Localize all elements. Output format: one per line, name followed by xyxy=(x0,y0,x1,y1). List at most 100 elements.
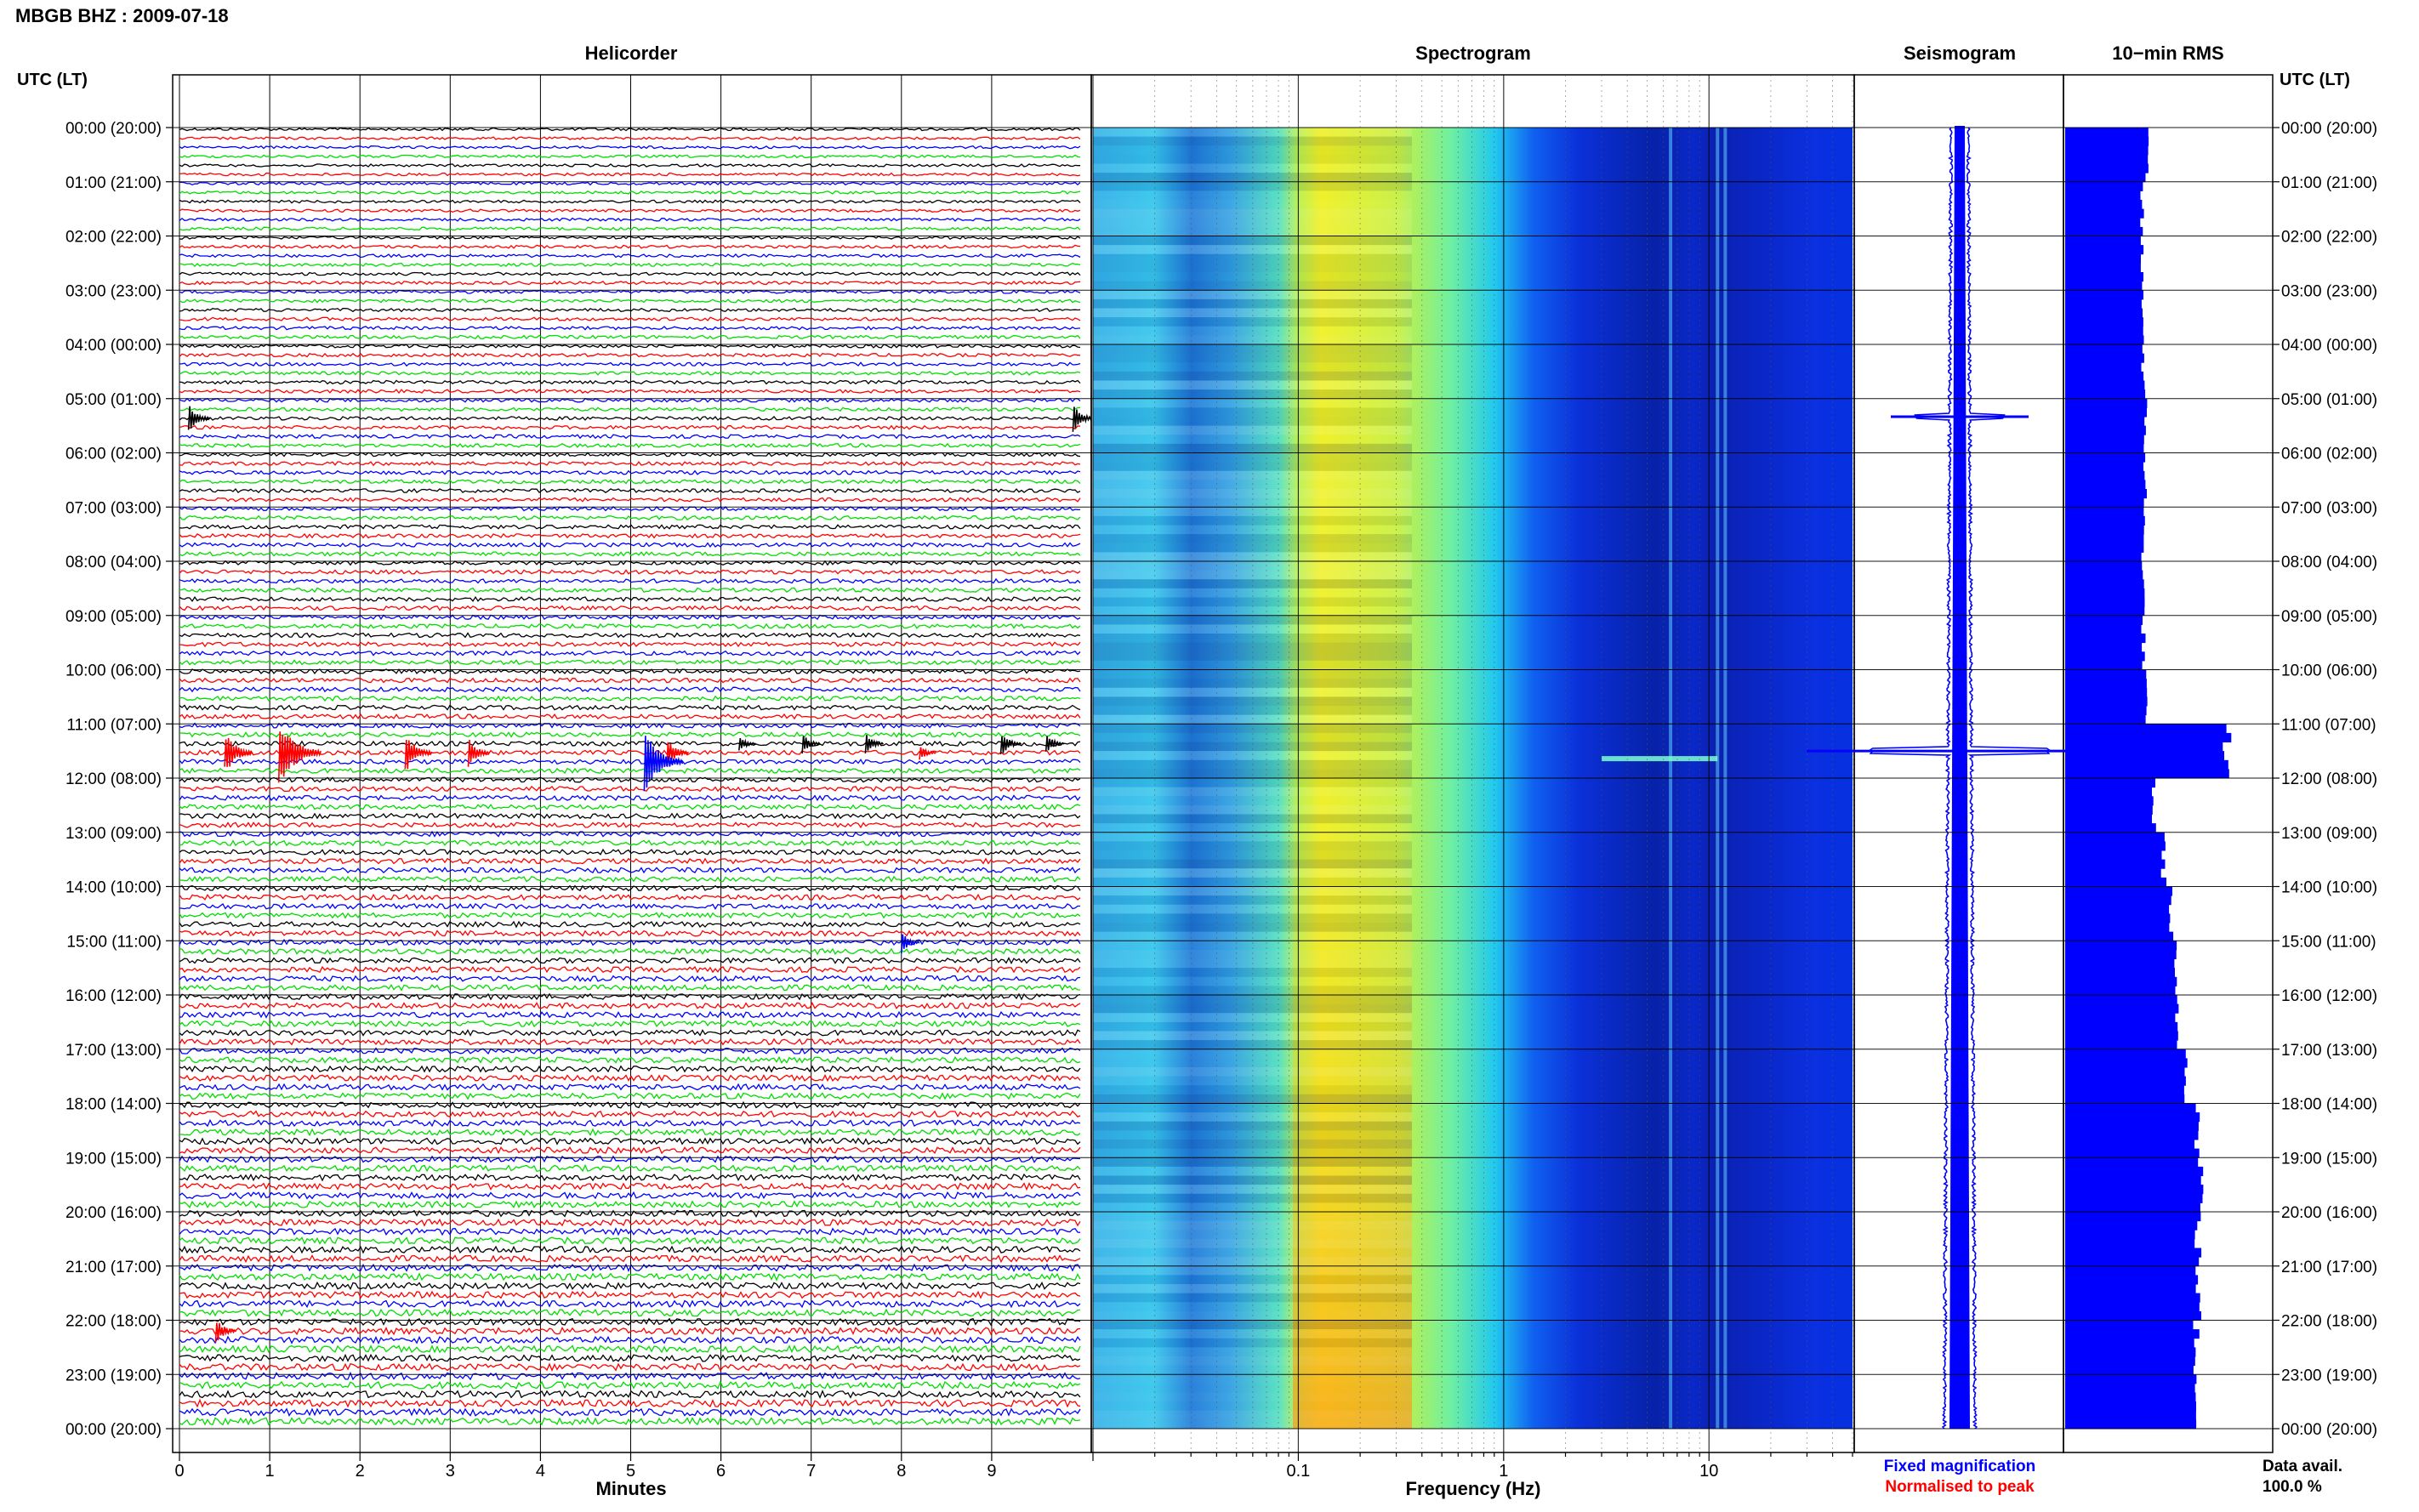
rms-bar xyxy=(2065,1185,2204,1195)
right-time-label: 22:00 (18:00) xyxy=(2281,1313,2377,1331)
helicorder-trace-row xyxy=(179,569,1081,575)
spectrogram-row-band xyxy=(1093,832,1413,842)
helicorder-trace-row xyxy=(179,785,1081,793)
helicorder-trace-row xyxy=(179,1182,1081,1191)
rms-bar xyxy=(2065,814,2152,824)
helicorder-trace-row xyxy=(179,434,1081,440)
helicorder-trace-row xyxy=(179,1002,1081,1010)
helicorder-trace-row xyxy=(179,469,1081,475)
rms-bar xyxy=(2065,1401,2196,1412)
rms-bar xyxy=(2065,724,2227,734)
helicorder-trace-row xyxy=(179,1353,1081,1363)
rms-bar xyxy=(2065,1140,2194,1150)
rms-bar xyxy=(2065,1257,2200,1267)
helicorder-x-label: Minutes xyxy=(595,1478,666,1499)
rms-bar xyxy=(2065,525,2144,535)
helicorder-event xyxy=(224,737,253,767)
left-time-label: 01:00 (21:00) xyxy=(65,174,162,192)
spectrogram-row-band xyxy=(1093,1284,1413,1293)
rms-bar xyxy=(2065,1329,2200,1339)
spectrogram-row-band xyxy=(1093,941,1413,950)
spectrogram-row-band xyxy=(1093,1049,1413,1059)
helicorder-trace-row xyxy=(179,839,1081,847)
rms-bar xyxy=(2065,1284,2196,1294)
rms-bar xyxy=(2065,272,2143,282)
rms-bar xyxy=(2065,317,2143,327)
rms-bar xyxy=(2065,850,2162,861)
rms-bar xyxy=(2065,154,2149,165)
helicorder-trace-row xyxy=(179,361,1081,367)
spectrogram-row-band xyxy=(1093,579,1413,588)
rms-bar xyxy=(2065,624,2142,634)
spectrogram-row-band xyxy=(1093,1103,1413,1113)
helicorder-trace-row xyxy=(179,316,1081,321)
helicorder-trace-row xyxy=(179,704,1081,711)
spectrogram-row-band xyxy=(1093,787,1413,797)
rms-bar xyxy=(2065,245,2144,255)
spectrogram-row-band xyxy=(1093,732,1413,742)
left-time-label: 19:00 (15:00) xyxy=(65,1150,162,1168)
helicorder-trace-row xyxy=(179,1218,1081,1227)
rms-bars xyxy=(2065,128,2232,1430)
right-axis-label: UTC (LT) xyxy=(2280,71,2350,89)
rms-bar xyxy=(2065,778,2155,788)
helicorder-tick-label: 1 xyxy=(265,1462,275,1481)
helicorder-trace-row xyxy=(179,199,1081,204)
spectrogram-row-band xyxy=(1093,200,1413,209)
helicorder-trace-row xyxy=(179,812,1081,820)
helicorder-event xyxy=(864,735,884,754)
rms-bar xyxy=(2065,976,2177,986)
rms-bar xyxy=(2065,1310,2201,1322)
helicorder-trace-row xyxy=(179,172,1081,177)
helicorder-trace-row xyxy=(179,641,1081,648)
helicorder-trace-row xyxy=(179,1390,1081,1400)
spectrogram-x-axis: 0.1 1 10 xyxy=(1092,75,1853,1481)
helicorder-trace-row xyxy=(179,271,1081,276)
rms-bar xyxy=(2065,1013,2176,1023)
seismogram-title: Seismogram xyxy=(1904,43,2016,64)
helicorder-trace-row xyxy=(179,551,1081,557)
helicorder-trace-row xyxy=(179,244,1081,249)
spectrogram-row-band xyxy=(1093,1293,1413,1303)
spectrogram-tick-label: 0.1 xyxy=(1287,1462,1311,1481)
helicorder-trace-row xyxy=(179,686,1081,693)
helicorder-trace-row xyxy=(179,605,1081,611)
left-time-label: 22:00 (18:00) xyxy=(65,1313,162,1331)
right-time-label: 01:00 (21:00) xyxy=(2281,174,2377,192)
rms-bar xyxy=(2065,173,2146,183)
rms-bar xyxy=(2065,1265,2196,1276)
spectrogram-row-band xyxy=(1093,895,1413,905)
rms-bar xyxy=(2065,669,2147,679)
rms-bar xyxy=(2065,1365,2194,1375)
helicorder-trace-row xyxy=(179,1037,1081,1046)
spectrogram-row-band xyxy=(1093,949,1413,959)
spectrogram-row-band xyxy=(1093,470,1413,480)
rms-bar xyxy=(2065,1410,2196,1420)
helicorder-trace-row xyxy=(179,1281,1081,1291)
helicorder-trace-row xyxy=(179,577,1081,584)
rms-bar xyxy=(2065,1212,2201,1222)
rms-bar xyxy=(2065,597,2145,607)
rms-bar xyxy=(2065,823,2156,833)
rms-bar xyxy=(2065,886,2172,896)
rms-bar xyxy=(2065,1085,2184,1095)
helicorder-trace-row xyxy=(179,217,1081,222)
rms-bar xyxy=(2065,1040,2177,1050)
helicorder-trace-row xyxy=(179,677,1081,684)
spectrogram-row-band xyxy=(1093,1212,1413,1221)
spectrogram-row-band xyxy=(1093,1320,1413,1330)
left-time-label: 15:00 (11:00) xyxy=(66,933,162,951)
helicorder-event xyxy=(277,731,322,783)
spectrogram-row-band xyxy=(1093,823,1413,833)
left-time-label: 09:00 (05:00) xyxy=(65,608,162,626)
spectrogram-row-band xyxy=(1093,751,1413,760)
spectrogram-row-band xyxy=(1093,154,1413,164)
rms-bar xyxy=(2065,804,2153,816)
right-time-label: 11:00 (07:00) xyxy=(2281,716,2376,734)
helicorder-trace-row xyxy=(179,1020,1081,1028)
helicorder-x-axis: 0 1 2 3 4 5 6 7 8 9 xyxy=(174,1452,996,1481)
right-time-label: 15:00 (11:00) xyxy=(2281,933,2376,951)
left-time-label: 20:00 (16:00) xyxy=(65,1204,162,1222)
rms-bar xyxy=(2065,371,2144,382)
helicorder-trace-row xyxy=(179,867,1081,874)
